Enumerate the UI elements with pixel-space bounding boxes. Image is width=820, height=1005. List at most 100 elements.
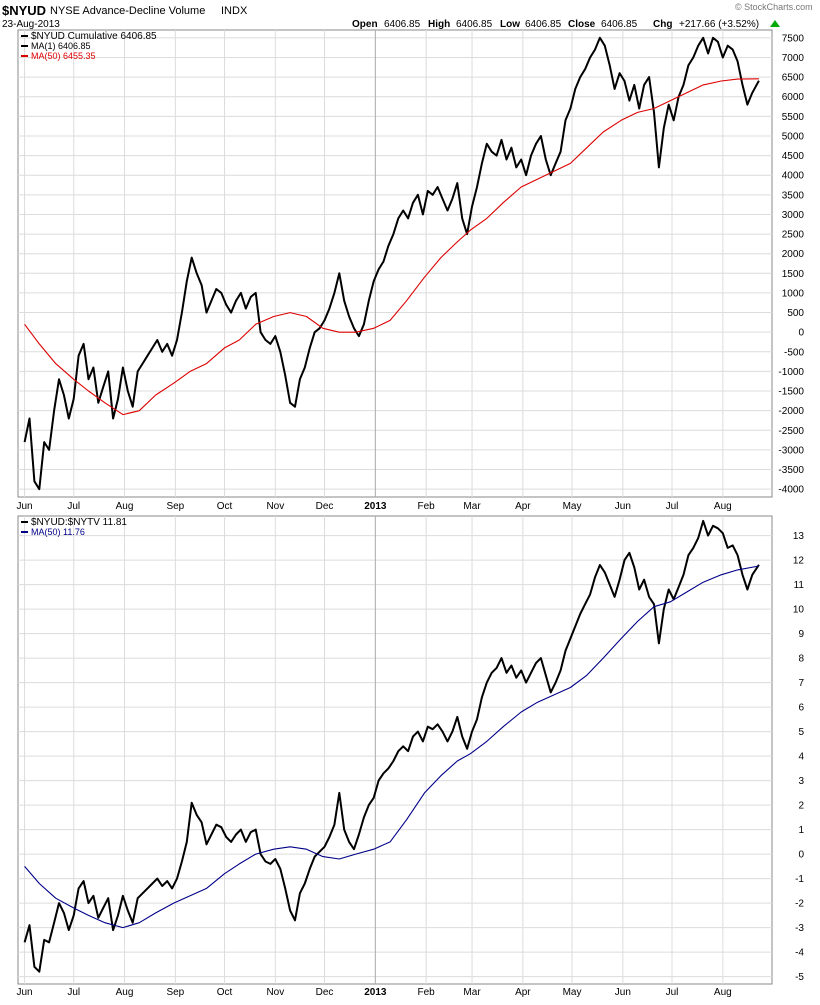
symbol-title: $NYUD	[2, 3, 46, 18]
x-tick-label: Apr	[515, 987, 531, 998]
chg-label: Chg	[653, 19, 672, 30]
x-tick-label: Jul	[67, 987, 80, 998]
y-tick-label: 7500	[782, 33, 805, 44]
legend-entry: MA(1) 6406.85	[31, 41, 91, 51]
x-tick-label: Apr	[515, 501, 531, 512]
y-tick-label: 5	[798, 727, 804, 738]
y-tick-label: 3000	[782, 210, 805, 221]
y-tick-label: 5000	[782, 131, 805, 142]
y-tick-label: 7000	[782, 53, 805, 64]
y-tick-label: -2500	[778, 426, 804, 437]
x-tick-label: Aug	[116, 501, 134, 512]
x-tick-label: Jun	[615, 987, 631, 998]
y-tick-label: 2500	[782, 230, 805, 241]
price-line	[23, 519, 760, 973]
open-value: 6406.85	[384, 19, 421, 30]
y-tick-label: -4000	[778, 485, 804, 496]
y-tick-label: 1	[798, 825, 804, 836]
close-value: 6406.85	[601, 19, 638, 30]
x-tick-label: Dec	[316, 987, 334, 998]
y-tick-label: 0	[798, 850, 804, 861]
x-tick-label: Jul	[666, 987, 679, 998]
x-tick-label: Mar	[463, 501, 481, 512]
x-tick-label: Oct	[217, 501, 233, 512]
y-tick-label: -1	[795, 874, 804, 885]
y-tick-label: -5	[795, 972, 804, 983]
x-tick-label: Nov	[266, 987, 284, 998]
x-tick-label: Mar	[463, 987, 481, 998]
x-tick-label: May	[563, 987, 582, 998]
low-label: Low	[500, 19, 520, 30]
watermark: © StockCharts.com	[735, 2, 813, 12]
y-tick-label: 4500	[782, 151, 805, 162]
legend-entry: MA(50) 6455.35	[31, 51, 96, 61]
y-tick-label: -2	[795, 899, 804, 910]
x-tick-label: May	[563, 501, 582, 512]
x-tick-label: Dec	[316, 501, 334, 512]
y-tick-label: -500	[784, 347, 804, 358]
y-tick-label: 3	[798, 776, 804, 787]
x-tick-label: Nov	[266, 501, 284, 512]
x-tick-label: 2013	[364, 987, 387, 998]
legend-entry: $NYUD:$NYTV 11.81	[31, 517, 127, 528]
y-tick-label: -2000	[778, 406, 804, 417]
y-tick-label: 7	[798, 678, 804, 689]
y-tick-label: 0	[798, 328, 804, 339]
price-line	[23, 36, 760, 491]
x-tick-label: Jul	[67, 501, 80, 512]
y-tick-label: 3500	[782, 190, 805, 201]
y-tick-label: 11	[794, 580, 805, 591]
y-tick-label: -3	[795, 923, 804, 934]
close-label: Close	[568, 19, 596, 30]
high-value: 6406.85	[456, 19, 493, 30]
y-tick-label: 9	[798, 629, 804, 640]
legend-entry: MA(50) 11.76	[31, 527, 85, 537]
y-tick-label: -3500	[778, 465, 804, 476]
y-tick-label: 6000	[782, 92, 805, 103]
x-tick-label: 2013	[364, 501, 387, 512]
y-tick-label: 13	[793, 531, 805, 542]
legend-entry: $NYUD Cumulative 6406.85	[31, 31, 157, 42]
y-tick-label: 8	[798, 654, 804, 665]
y-tick-label: 5500	[782, 112, 805, 123]
price-panel: 7500700065006000550050004500400035003000…	[16, 29, 805, 512]
x-tick-label: Feb	[418, 501, 436, 512]
x-tick-label: Aug	[714, 987, 732, 998]
x-tick-label: Sep	[166, 987, 184, 998]
y-tick-label: 500	[787, 308, 804, 319]
open-label: Open	[352, 19, 378, 30]
ma50-line	[24, 565, 759, 929]
x-tick-label: Jun	[16, 501, 32, 512]
y-tick-label: 2000	[782, 249, 805, 260]
y-tick-label: 2	[798, 801, 804, 812]
plot-frame	[17, 515, 773, 985]
ma50-line	[24, 78, 759, 416]
x-tick-label: Jun	[615, 501, 631, 512]
y-tick-label: -4	[795, 948, 804, 959]
low-value: 6406.85	[525, 19, 562, 30]
up-arrow-icon	[770, 20, 780, 27]
plot-frame	[17, 29, 773, 498]
y-tick-label: 12	[793, 556, 805, 567]
x-tick-label: Jun	[16, 987, 32, 998]
date-label: 23-Aug-2013	[2, 19, 60, 30]
y-tick-label: -1000	[778, 367, 804, 378]
y-tick-label: 10	[793, 605, 805, 616]
high-label: High	[428, 19, 450, 30]
x-tick-label: Jul	[666, 501, 679, 512]
x-tick-label: Sep	[166, 501, 184, 512]
y-tick-label: 1500	[782, 269, 805, 280]
index-name: NYSE Advance-Decline Volume	[50, 5, 205, 17]
chg-value: +217.66 (+3.52%)	[679, 19, 759, 30]
x-tick-label: Oct	[217, 987, 233, 998]
y-tick-label: 6500	[782, 73, 805, 84]
y-tick-label: -3000	[778, 445, 804, 456]
y-tick-label: 4000	[782, 171, 805, 182]
y-tick-label: 1000	[782, 288, 805, 299]
y-tick-label: -1500	[778, 387, 804, 398]
y-tick-label: 6	[798, 703, 804, 714]
x-tick-label: Aug	[116, 987, 134, 998]
